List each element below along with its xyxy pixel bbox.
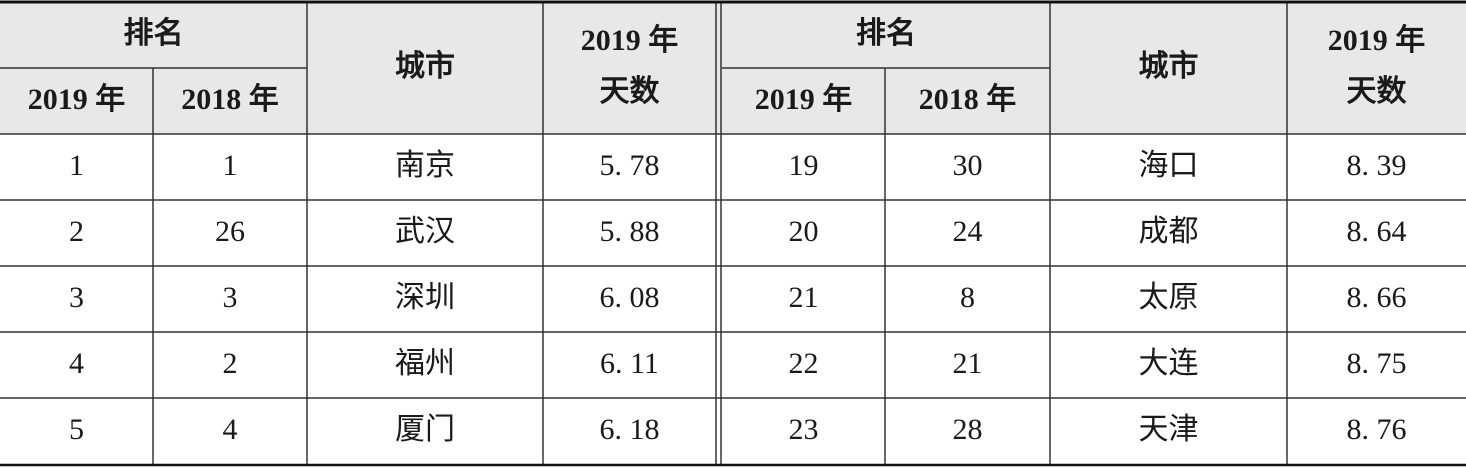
table-cell: 厦门	[395, 413, 455, 446]
table-cell: 5	[69, 413, 84, 446]
table-cell: 深圳	[395, 281, 455, 314]
table-cell: 20	[789, 215, 819, 248]
header-rank-year: 2019 年	[755, 83, 853, 116]
table-cell: 19	[789, 149, 819, 182]
table-cell: 21	[953, 347, 983, 380]
table-cell: 3	[223, 281, 238, 314]
table-cell: 8. 39	[1347, 149, 1407, 182]
table-cell: 南京	[395, 149, 455, 182]
table-cell: 8	[960, 281, 975, 314]
table-cell: 6. 18	[600, 413, 660, 446]
table-cell: 21	[789, 281, 819, 314]
table-cell: 2	[69, 215, 84, 248]
table-cell: 8. 66	[1347, 281, 1407, 314]
table-cell: 4	[69, 347, 84, 380]
table-cell: 4	[223, 413, 238, 446]
header-rank-year: 2018 年	[919, 83, 1017, 116]
table-cell: 23	[789, 413, 819, 446]
table-cell: 1	[223, 149, 238, 182]
table-cell: 5. 88	[600, 215, 660, 248]
table-cell: 天津	[1139, 413, 1199, 446]
header-days: 2019 年	[581, 24, 679, 57]
header-city: 城市	[395, 49, 455, 83]
table-cell: 30	[953, 149, 983, 182]
table-cell: 6. 08	[600, 281, 660, 314]
header-rank: 排名	[856, 17, 916, 50]
table-cell: 1	[69, 149, 84, 182]
table-cell: 5. 78	[600, 149, 660, 182]
table-cell: 8. 76	[1347, 413, 1407, 446]
table-cell: 24	[953, 215, 983, 248]
table-cell: 2	[223, 347, 238, 380]
table-cell: 28	[953, 413, 983, 446]
header-rank: 排名	[124, 17, 184, 50]
header-days: 天数	[600, 75, 661, 108]
table-cell: 武汉	[395, 215, 455, 248]
header-city: 城市	[1139, 49, 1199, 83]
table-cell: 海口	[1139, 149, 1199, 182]
table-cell: 22	[789, 347, 819, 380]
table-cell: 太原	[1139, 281, 1199, 314]
table-cell: 成都	[1139, 215, 1199, 248]
header-days: 2019 年	[1328, 24, 1426, 57]
table-cell: 26	[215, 215, 245, 248]
table-cell: 6. 11	[600, 347, 659, 380]
header-days: 天数	[1347, 75, 1408, 108]
table-cell: 大连	[1139, 347, 1199, 380]
table-cell: 3	[69, 281, 84, 314]
table-cell: 福州	[395, 347, 455, 380]
table-cell: 8. 75	[1347, 347, 1407, 380]
header-rank-year: 2019 年	[28, 83, 126, 116]
header-rank-year: 2018 年	[181, 83, 279, 116]
table-cell: 8. 64	[1347, 215, 1407, 248]
